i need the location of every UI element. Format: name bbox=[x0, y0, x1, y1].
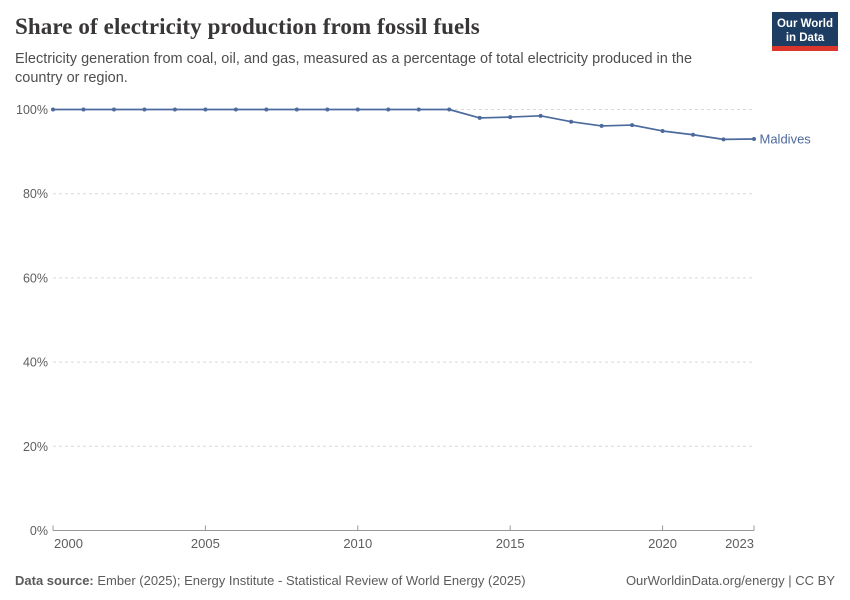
data-point[interactable] bbox=[172, 107, 177, 112]
entity-label[interactable]: Maldives bbox=[760, 131, 812, 146]
data-source-value: Ember (2025); Energy Institute - Statist… bbox=[93, 573, 526, 588]
data-point[interactable] bbox=[203, 107, 208, 112]
data-point[interactable] bbox=[630, 123, 635, 128]
data-point[interactable] bbox=[111, 107, 116, 112]
data-point[interactable] bbox=[691, 132, 696, 137]
owid-logo-line1: Our World bbox=[776, 18, 833, 30]
data-point[interactable] bbox=[447, 107, 452, 112]
x-tick-label: 2000 bbox=[54, 536, 83, 551]
data-point[interactable] bbox=[355, 107, 360, 112]
data-point[interactable] bbox=[721, 137, 726, 142]
data-point[interactable] bbox=[294, 107, 299, 112]
y-tick-label: 80% bbox=[23, 187, 48, 201]
y-tick-label: 100% bbox=[16, 103, 48, 117]
data-point[interactable] bbox=[81, 107, 86, 112]
chart-subtitle: Electricity generation from coal, oil, a… bbox=[15, 51, 693, 87]
x-tick-label: 2020 bbox=[648, 536, 677, 551]
data-point[interactable] bbox=[508, 115, 513, 120]
chart-header: Share of electricity production from fos… bbox=[15, 14, 835, 88]
data-point[interactable] bbox=[752, 136, 756, 141]
y-tick-label: 0% bbox=[30, 524, 48, 538]
y-tick-label: 40% bbox=[23, 356, 48, 370]
data-point[interactable] bbox=[233, 107, 238, 112]
y-tick-label: 20% bbox=[23, 440, 48, 454]
owid-logo-line2: in Data bbox=[785, 32, 825, 45]
data-source-label: Data source: bbox=[15, 573, 94, 588]
data-point[interactable] bbox=[416, 107, 421, 112]
owid-logo[interactable]: Our World in Data bbox=[772, 12, 838, 51]
chart-title: Share of electricity production from fos… bbox=[15, 14, 480, 39]
x-tick-label: 2010 bbox=[343, 536, 372, 551]
data-point[interactable] bbox=[477, 115, 482, 120]
y-tick-label: 60% bbox=[23, 271, 48, 285]
data-point[interactable] bbox=[538, 113, 543, 118]
x-tick-label: 2023 bbox=[725, 536, 754, 551]
data-point[interactable] bbox=[325, 107, 330, 112]
data-point[interactable] bbox=[264, 107, 269, 112]
data-point[interactable] bbox=[569, 119, 574, 124]
data-point[interactable] bbox=[599, 123, 604, 128]
x-tick-label: 2015 bbox=[496, 536, 525, 551]
data-point[interactable] bbox=[142, 107, 147, 112]
data-source-text: Data source: Ember (2025); Energy Instit… bbox=[15, 573, 526, 588]
data-point[interactable] bbox=[660, 128, 665, 133]
x-tick-label: 2005 bbox=[191, 536, 220, 551]
data-point[interactable] bbox=[386, 107, 391, 112]
credit-link[interactable]: OurWorldinData.org/energy | CC BY bbox=[625, 573, 835, 588]
data-line bbox=[52, 108, 755, 141]
chart-footer: Data source: Ember (2025); Energy Instit… bbox=[15, 573, 835, 588]
data-point[interactable] bbox=[51, 107, 55, 112]
